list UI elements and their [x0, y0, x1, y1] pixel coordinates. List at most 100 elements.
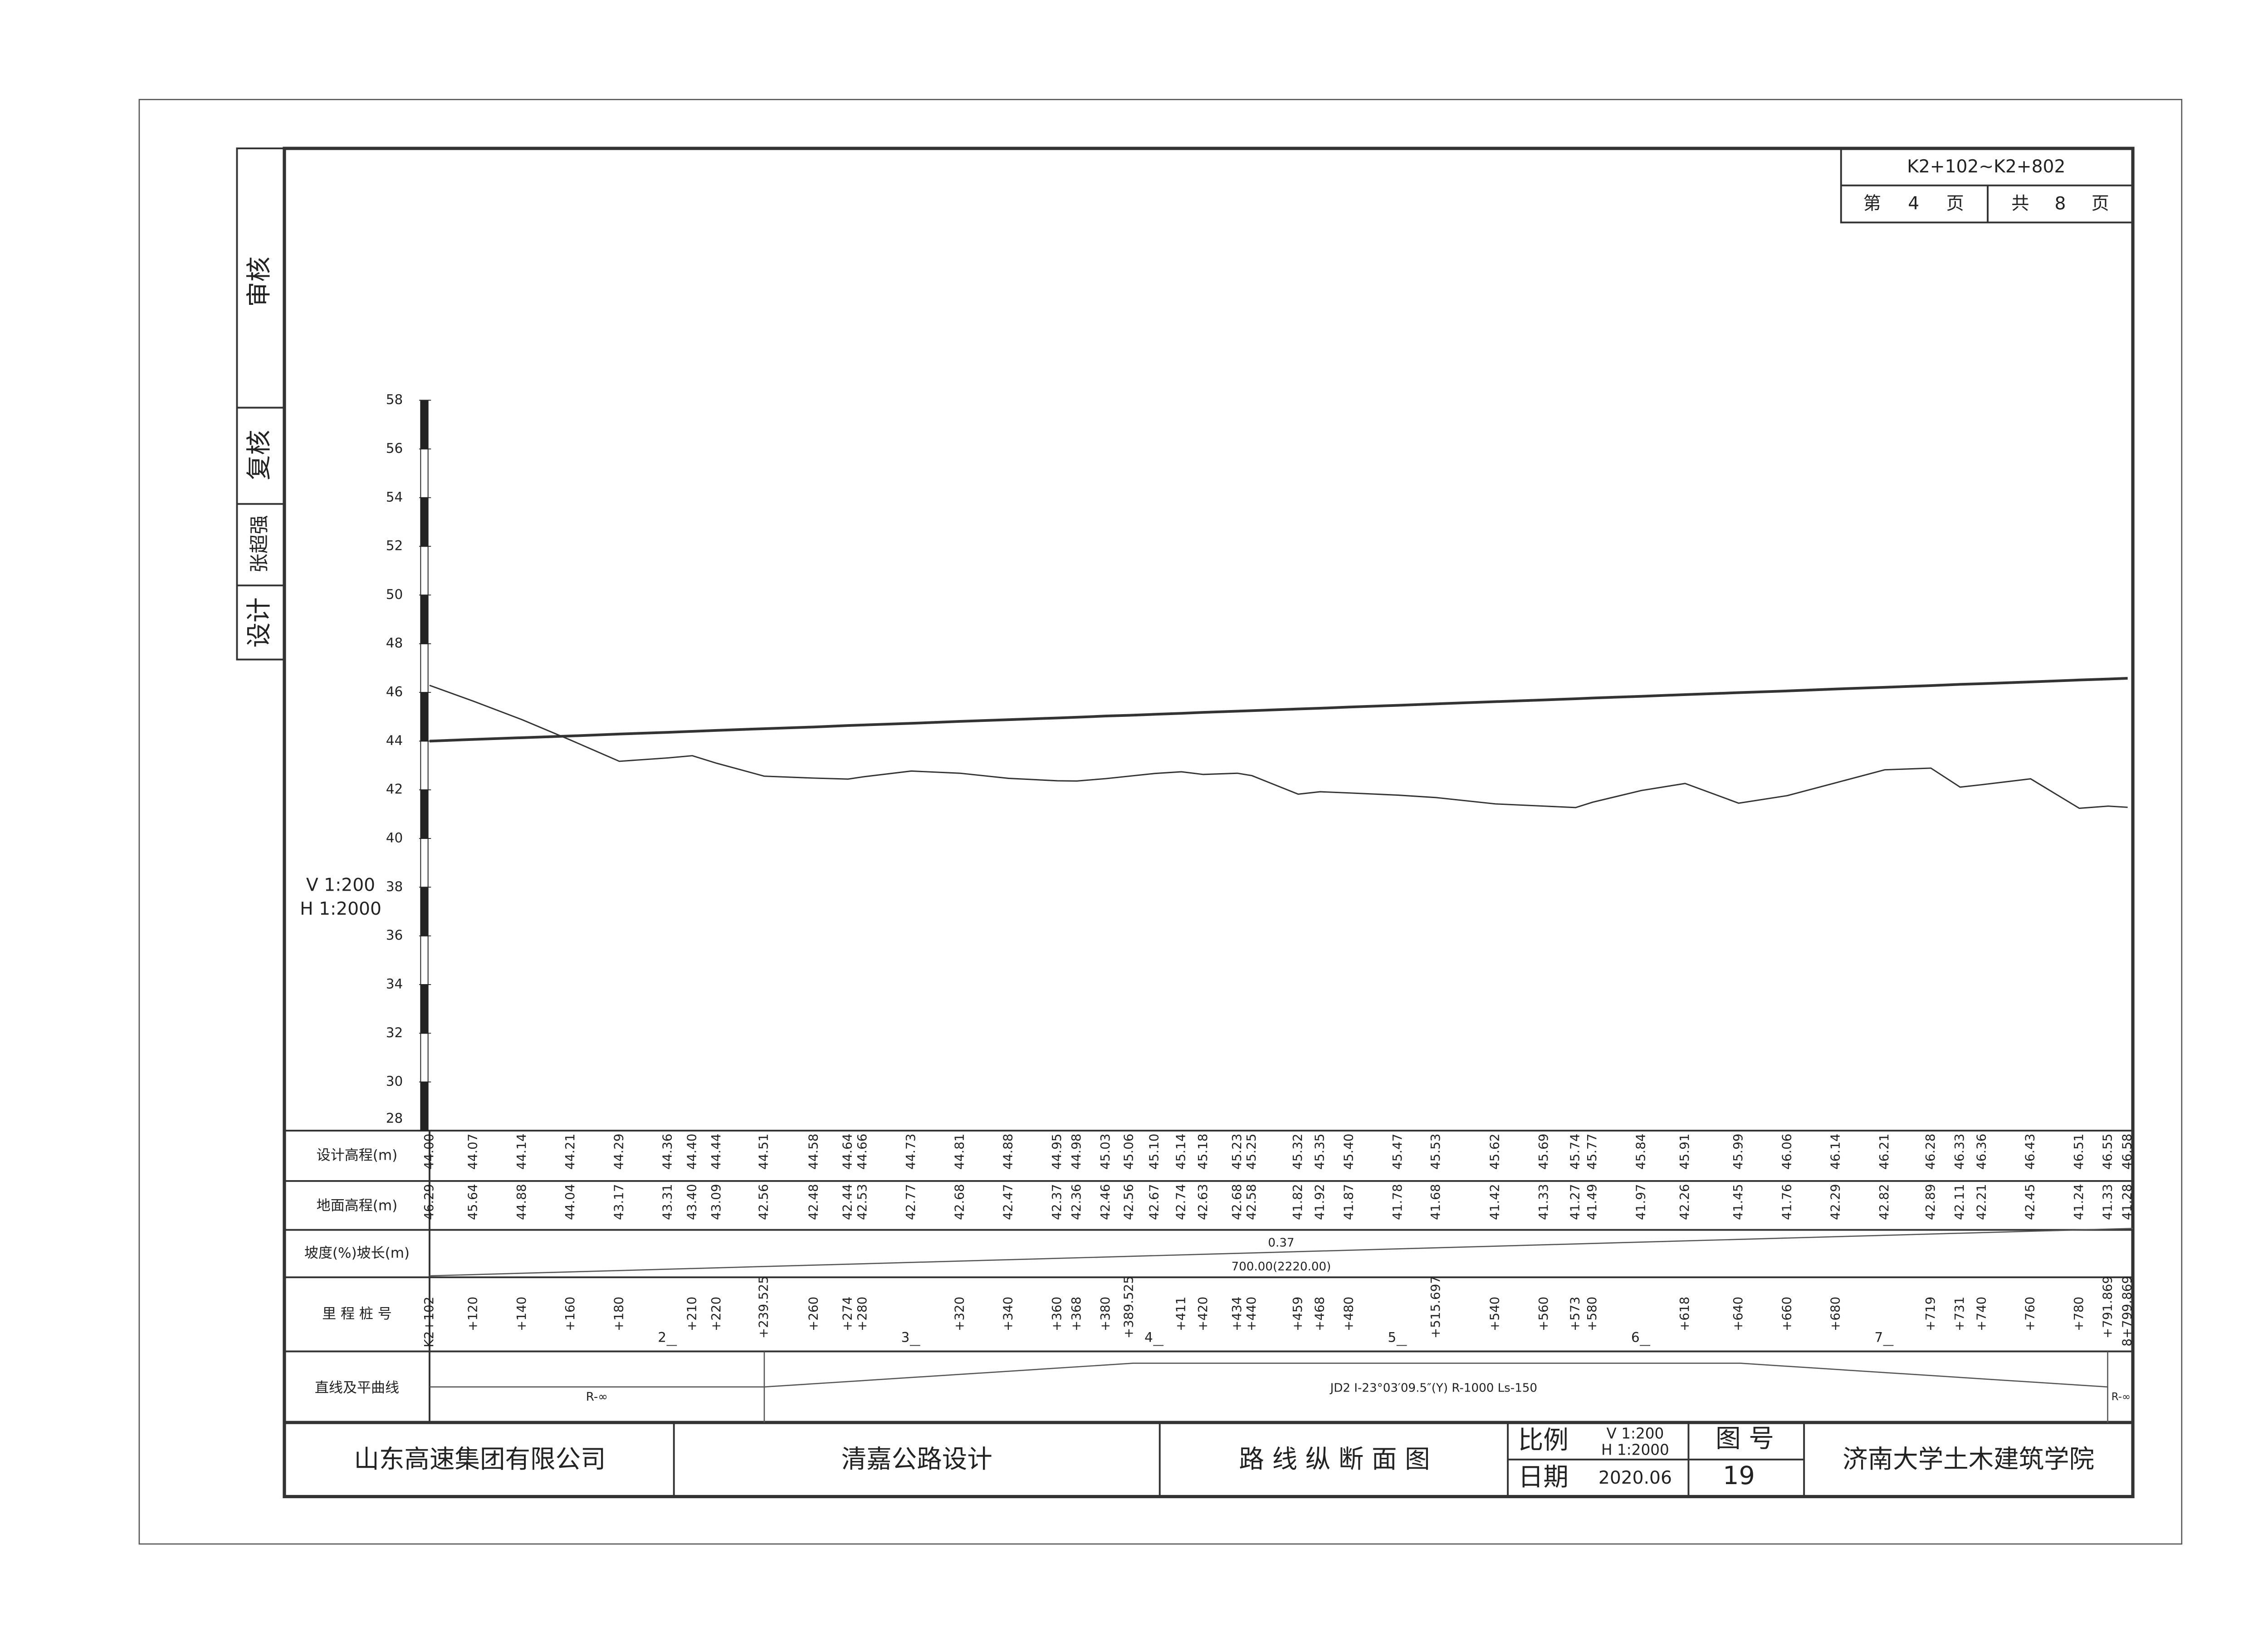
scale: V 1:200: [1607, 1425, 1664, 1442]
design-elevation: 44.36: [660, 1133, 675, 1169]
design-elevation: 45.32: [1290, 1133, 1305, 1169]
design-elevation: 44.95: [1049, 1133, 1064, 1169]
scale-segment: [420, 400, 429, 450]
station-marker: 6: [1631, 1330, 1640, 1345]
station-label: +180: [611, 1297, 626, 1331]
grade-length: 700.00(2220.00): [1232, 1260, 1331, 1274]
y-tick-label: 58: [386, 392, 403, 407]
ground-elevation: 42.68: [952, 1184, 967, 1220]
row-label: 直线及平曲线: [315, 1380, 399, 1396]
design-elevation: 45.25: [1244, 1133, 1259, 1169]
design-elevation: 44.58: [806, 1133, 821, 1169]
design-elevation: 44.81: [952, 1133, 967, 1169]
design-elevation: 46.55: [2100, 1133, 2115, 1169]
design-elevation: 45.91: [1677, 1133, 1692, 1169]
design-elevation: 46.43: [2023, 1133, 2038, 1169]
scale-segment: [420, 546, 429, 596]
y-tick-label: 50: [386, 587, 403, 602]
design-elevation: 44.88: [1001, 1133, 1016, 1169]
scale-segment: [420, 594, 429, 644]
station-label: +260: [806, 1297, 821, 1331]
station-label: +740: [1974, 1297, 1989, 1331]
station-marker: 2: [658, 1330, 666, 1345]
station-label: +360: [1049, 1297, 1064, 1331]
design-elevation: 45.69: [1536, 1133, 1551, 1169]
y-tick-label: 38: [386, 879, 403, 894]
side-box: [236, 147, 285, 661]
ground-elevation: 42.36: [1069, 1184, 1084, 1220]
sheet-total: 页: [2092, 194, 2109, 214]
design-elevation: 44.14: [514, 1133, 529, 1169]
ground-line: [429, 685, 2128, 809]
design-elevation: 45.74: [1568, 1133, 1583, 1169]
sheet-total: 共: [2011, 194, 2029, 214]
number-label: 图 号: [1716, 1424, 1774, 1454]
ground-elevation: 42.53: [855, 1184, 870, 1220]
scale-label: 比例: [1518, 1426, 1569, 1455]
station-label: +480: [1341, 1297, 1356, 1331]
ground-elevation: 41.76: [1779, 1184, 1794, 1220]
y-tick-label: 56: [386, 441, 403, 456]
design-elevation: 46.36: [1974, 1133, 1989, 1169]
ground-elevation: 42.21: [1974, 1184, 1989, 1220]
date-label: 日期: [1518, 1462, 1569, 1492]
design-elevation: 46.21: [1877, 1133, 1892, 1169]
grade-line: [429, 1228, 2133, 1277]
station-label: +780: [2071, 1297, 2086, 1331]
station-label: +380: [1098, 1297, 1113, 1331]
scale-segment: [420, 1033, 429, 1083]
station-label: +731: [1952, 1297, 1967, 1331]
design-elevation: 46.14: [1828, 1133, 1843, 1169]
ground-elevation: 42.48: [806, 1184, 821, 1220]
design-elevation: 45.99: [1730, 1133, 1745, 1169]
ground-elevation: 42.46: [1098, 1184, 1113, 1220]
scale-segment: [420, 789, 429, 839]
y-tick-label: 42: [386, 781, 403, 797]
sheet-page: 第: [1863, 194, 1881, 214]
ground-elevation: 41.33: [1536, 1184, 1551, 1220]
station-label: +160: [562, 1297, 577, 1331]
scale-segment: [420, 692, 429, 742]
ground-elevation: 43.09: [709, 1184, 723, 1220]
design-elevation: 46.58: [2120, 1133, 2135, 1169]
institute: 济南大学土木建筑学院: [1843, 1445, 2094, 1474]
station-marker: 5: [1388, 1330, 1397, 1345]
drawing-title: 路 线 纵 断 面 图: [1239, 1445, 1430, 1474]
ground-elevation: 41.82: [1290, 1184, 1305, 1220]
ground-elevation: 42.37: [1049, 1184, 1064, 1220]
ground-elevation: 41.97: [1633, 1184, 1648, 1220]
ground-elevation: 44.04: [562, 1184, 577, 1220]
design-elevation: 45.03: [1098, 1133, 1113, 1169]
design-elevation: 46.06: [1779, 1133, 1794, 1169]
scale-segment: [420, 448, 429, 498]
station-label: +468: [1312, 1297, 1327, 1331]
station-label: +440: [1244, 1297, 1259, 1331]
main-frame: [283, 147, 2135, 1499]
design-elevation: 44.00: [421, 1133, 436, 1169]
y-tick-label: 30: [386, 1073, 403, 1089]
station-label: +760: [2023, 1297, 2038, 1331]
scale-segment: [420, 838, 429, 888]
table-grid: 设计高程(m) 地面高程(m) 坡度(%)坡长(m) 里 程 桩 号 直线及平曲…: [284, 1129, 2133, 1424]
station-label: +389.525: [1121, 1276, 1136, 1338]
y-tick-label: 32: [386, 1025, 403, 1040]
ground-elevation: 42.89: [1923, 1184, 1938, 1220]
station-label: +140: [514, 1297, 529, 1331]
ground-elevation: 43.40: [684, 1184, 699, 1220]
grade: 0.37: [1268, 1236, 1294, 1250]
ground-elevation: 41.42: [1487, 1184, 1502, 1220]
ground-elevation: 45.64: [465, 1184, 480, 1220]
sheet-page: 页: [1946, 194, 1964, 214]
ground-elevation: 46.29: [421, 1184, 436, 1220]
design-line: [429, 677, 2128, 743]
design-elevation: 45.62: [1487, 1133, 1502, 1169]
y-tick-label: 36: [386, 927, 403, 943]
ground-elevation: 43.31: [660, 1184, 675, 1220]
owner: 山东高速集团有限公司: [354, 1445, 606, 1474]
ground-elevation: 41.33: [2100, 1184, 2115, 1220]
row-label: 地面高程(m): [317, 1197, 397, 1214]
scale-segment: [420, 984, 429, 1034]
design-elevation: 45.47: [1390, 1133, 1405, 1169]
station-label: +640: [1730, 1297, 1745, 1331]
